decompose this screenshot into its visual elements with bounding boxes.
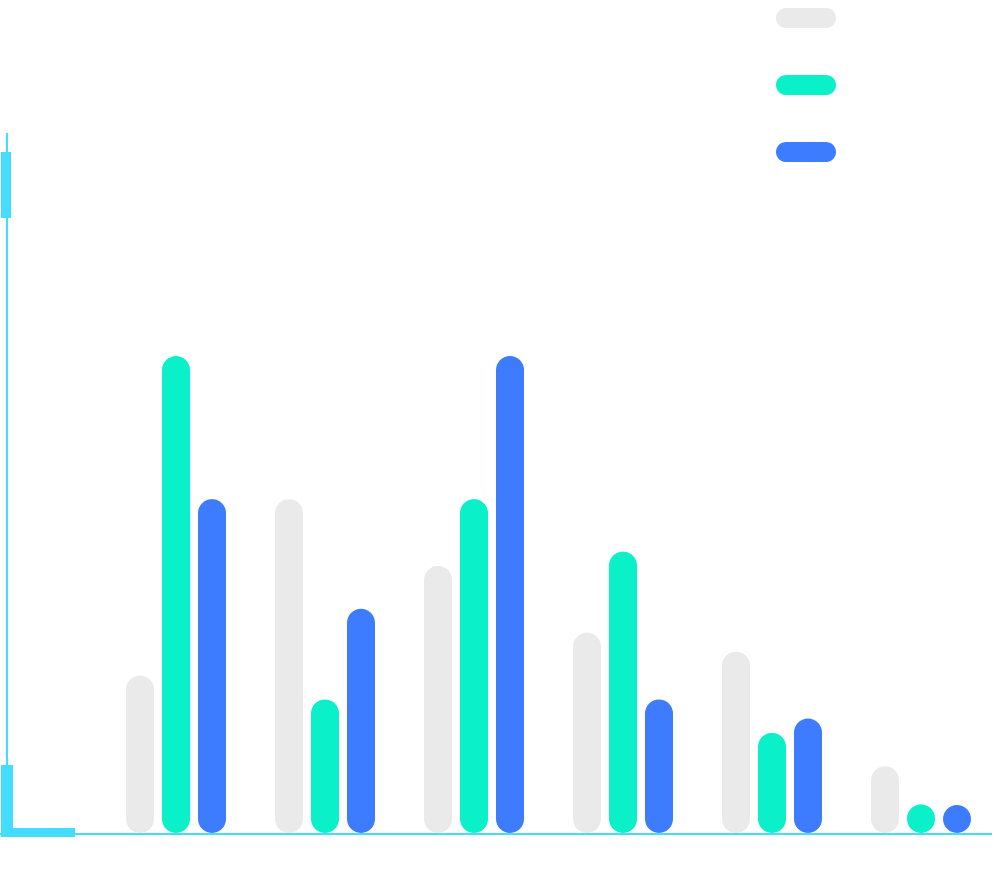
bars: [126, 356, 971, 833]
bar-group: [722, 651, 822, 833]
bar: [126, 675, 154, 833]
legend-swatch: [776, 142, 836, 162]
y-axis-bottom-marker: [1, 765, 13, 837]
bar: [347, 608, 375, 833]
bar: [424, 565, 452, 833]
bar-group: [275, 499, 375, 833]
bar: [645, 699, 673, 833]
y-axis-top-marker: [1, 152, 11, 218]
legend-swatch: [776, 75, 836, 95]
bar: [943, 805, 971, 833]
bar: [460, 499, 488, 833]
bar: [609, 551, 637, 833]
bar: [871, 766, 899, 833]
bar: [311, 699, 339, 833]
bar-group: [573, 551, 673, 833]
x-axis: [0, 828, 992, 837]
bar: [722, 651, 750, 833]
bar: [794, 718, 822, 833]
legend: [776, 8, 836, 162]
bar: [275, 499, 303, 833]
x-axis-corner-marker: [3, 828, 75, 837]
legend-swatch: [776, 8, 836, 28]
bar: [198, 499, 226, 833]
bar: [907, 804, 935, 833]
bar: [758, 732, 786, 833]
bar: [496, 356, 524, 833]
bar-group: [424, 356, 524, 833]
bar: [573, 632, 601, 833]
bar-group: [126, 356, 226, 833]
bar-group: [871, 766, 971, 833]
bar: [162, 356, 190, 833]
y-axis: [1, 133, 13, 837]
